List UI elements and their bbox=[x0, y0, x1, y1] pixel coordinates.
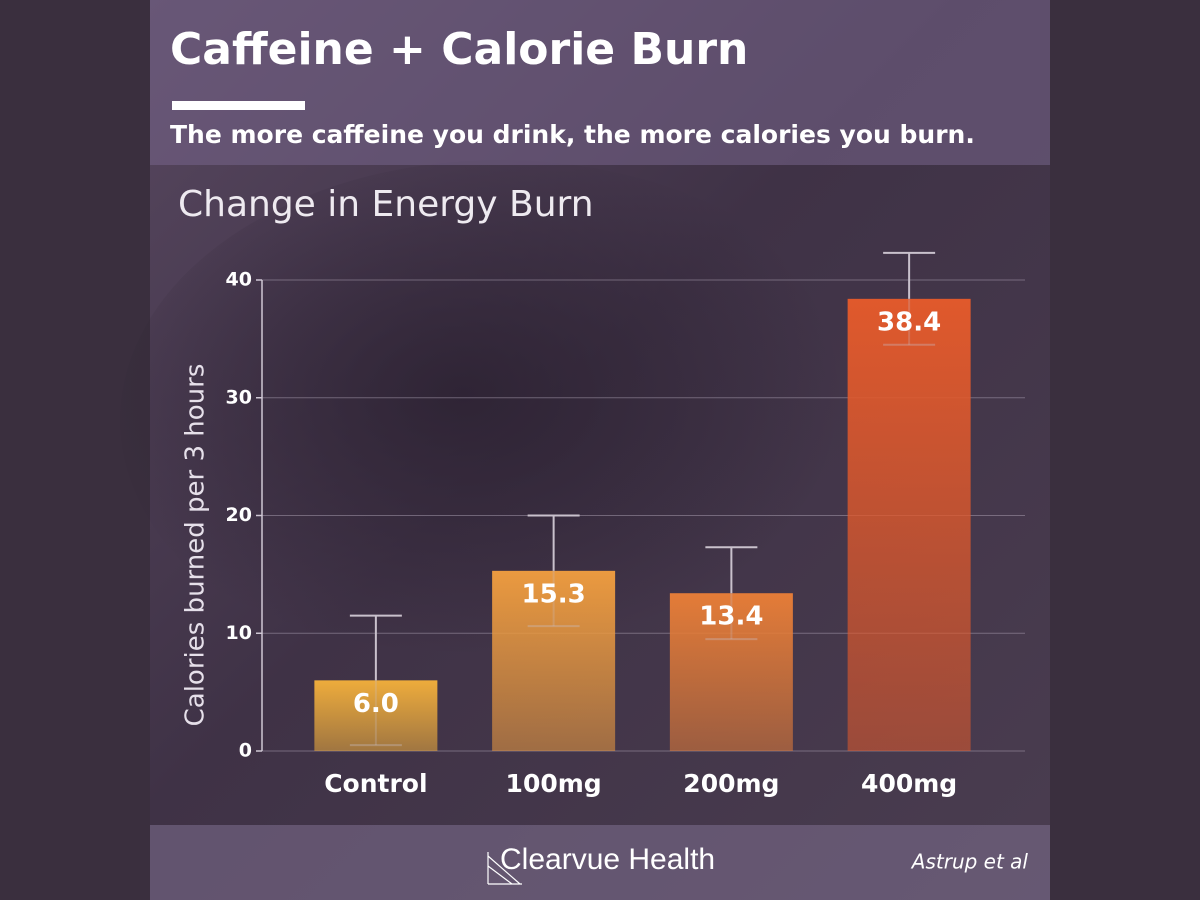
error-bar bbox=[349, 614, 402, 747]
value-label: 6.0 bbox=[353, 689, 399, 719]
source: Astrup et al bbox=[910, 850, 1029, 874]
x-tick-label: 100mg bbox=[506, 769, 602, 798]
footer-band bbox=[150, 825, 1050, 900]
title-rule bbox=[172, 101, 305, 110]
brand: Clearvue Health bbox=[500, 843, 715, 876]
value-label: 13.4 bbox=[699, 602, 763, 632]
header-band bbox=[150, 0, 1050, 165]
plot-title: Change in Energy Burn bbox=[178, 184, 594, 225]
y-tick-label: 40 bbox=[226, 269, 252, 291]
title: Caffeine + Calorie Burn bbox=[170, 24, 748, 75]
y-axis-label: Calories burned per 3 hours bbox=[181, 364, 211, 727]
y-tick-label: 0 bbox=[239, 740, 252, 762]
bar bbox=[314, 680, 438, 751]
y-tick-label: 20 bbox=[226, 504, 252, 526]
x-tick-label: 200mg bbox=[683, 769, 779, 798]
bar bbox=[492, 570, 616, 751]
x-tick-label: 400mg bbox=[861, 769, 957, 798]
photo-figure bbox=[120, 160, 880, 680]
subtitle: The more caffeine you drink, the more ca… bbox=[170, 120, 975, 149]
error-bar bbox=[705, 546, 758, 641]
y-tick-label: 30 bbox=[226, 386, 252, 408]
value-label: 38.4 bbox=[877, 307, 941, 337]
y-tick-label: 10 bbox=[226, 622, 252, 644]
error-bar bbox=[883, 251, 936, 346]
value-label: 15.3 bbox=[522, 579, 586, 609]
brand-logo bbox=[487, 852, 522, 885]
bar bbox=[847, 298, 971, 751]
x-tick-label: Control bbox=[324, 769, 427, 798]
bar bbox=[669, 593, 793, 751]
error-bar bbox=[527, 514, 580, 628]
